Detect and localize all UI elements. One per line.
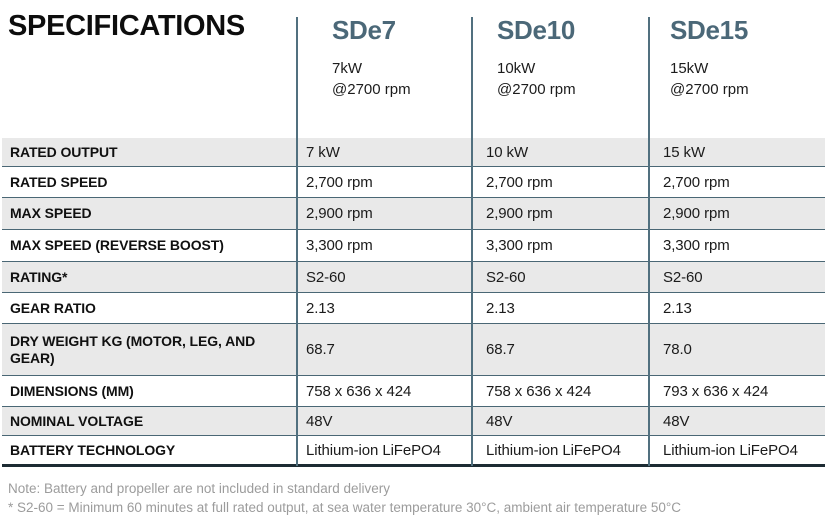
- table-row-rating: RATING* S2-60 S2-60 S2-60: [2, 261, 825, 292]
- row-label: DIMENSIONS (MM): [10, 382, 134, 399]
- row-value: Lithium-ion LiFePO4: [486, 441, 621, 459]
- row-value: 2,900 rpm: [663, 205, 730, 222]
- product-column-sde15: SDe15 15kW @2700 rpm: [648, 0, 831, 138]
- product-subtitle: 15kW @2700 rpm: [670, 58, 831, 100]
- row-label: DRY WEIGHT KG (MOTOR, LEG, AND GEAR): [10, 332, 256, 366]
- product-column-sde7: SDe7 7kW @2700 rpm: [296, 0, 471, 138]
- row-value: 2,700 rpm: [486, 173, 553, 191]
- table-row-dimensions: DIMENSIONS (MM) 758 x 636 x 424 758 x 63…: [2, 375, 825, 406]
- row-value: 2,900 rpm: [306, 205, 373, 222]
- product-name: SDe15: [670, 15, 748, 45]
- row-value: Lithium-ion LiFePO4: [306, 441, 441, 459]
- row-label: MAX SPEED: [10, 205, 92, 221]
- row-label: RATING*: [10, 268, 68, 285]
- row-value: 2.13: [306, 299, 335, 317]
- column-divider-3: [648, 17, 650, 466]
- table-header: SPECIFICATIONS SDe7 7kW @2700 rpm SDe10 …: [0, 0, 831, 138]
- row-value: 2.13: [486, 299, 515, 317]
- product-power: 10kW: [497, 60, 536, 77]
- row-value: 78.0: [663, 341, 692, 358]
- row-label: GEAR RATIO: [10, 299, 96, 316]
- row-label: BATTERY TECHNOLOGY: [10, 441, 176, 458]
- row-label: RATED SPEED: [10, 173, 108, 190]
- product-column-sde10: SDe10 10kW @2700 rpm: [471, 0, 648, 138]
- table-row-gear-ratio: GEAR RATIO 2.13 2.13 2.13: [2, 292, 825, 323]
- row-value: S2-60: [663, 268, 703, 286]
- row-value: Lithium-ion LiFePO4: [663, 441, 798, 459]
- footnotes: Note: Battery and propeller are not incl…: [8, 480, 831, 517]
- table-row-rated-speed: RATED SPEED 2,700 rpm 2,700 rpm 2,700 rp…: [2, 166, 825, 197]
- product-subtitle: 10kW @2700 rpm: [497, 58, 648, 100]
- row-value: 2,700 rpm: [306, 173, 373, 191]
- column-divider-1: [296, 17, 298, 466]
- row-value: 10 kW: [486, 143, 529, 161]
- row-value: 48V: [663, 412, 690, 430]
- row-value: S2-60: [306, 268, 346, 286]
- note-s2-60-definition: * S2-60 = Minimum 60 minutes at full rat…: [8, 499, 682, 515]
- product-name: SDe10: [497, 15, 575, 45]
- row-value: 48V: [306, 412, 333, 430]
- table-row-max-speed-reverse-boost: MAX SPEED (REVERSE BOOST) 3,300 rpm 3,30…: [2, 229, 825, 261]
- product-rpm: @2700 rpm: [670, 81, 749, 98]
- row-label: MAX SPEED (REVERSE BOOST): [10, 237, 224, 253]
- row-label: RATED OUTPUT: [10, 143, 118, 160]
- table-row-max-speed: MAX SPEED 2,900 rpm 2,900 rpm 2,900 rpm: [2, 197, 825, 229]
- row-value: 2,900 rpm: [486, 205, 553, 222]
- row-value: 3,300 rpm: [663, 237, 730, 254]
- row-value: 48V: [486, 412, 513, 430]
- row-value: 68.7: [306, 341, 335, 358]
- product-name: SDe7: [332, 15, 396, 45]
- product-rpm: @2700 rpm: [497, 81, 576, 98]
- table-row-nominal-voltage: NOMINAL VOLTAGE 48V 48V 48V: [2, 406, 825, 435]
- note-delivery: Note: Battery and propeller are not incl…: [8, 481, 390, 496]
- product-rpm: @2700 rpm: [332, 81, 411, 98]
- row-value: 2.13: [663, 299, 692, 317]
- table-row-rated-output: RATED OUTPUT 7 kW 10 kW 15 kW: [2, 138, 825, 166]
- row-value: 15 kW: [663, 143, 706, 161]
- row-value: S2-60: [486, 268, 526, 286]
- table-row-dry-weight: DRY WEIGHT KG (MOTOR, LEG, AND GEAR) 68.…: [2, 323, 825, 375]
- table-row-battery-technology: BATTERY TECHNOLOGY Lithium-ion LiFePO4 L…: [2, 435, 825, 464]
- row-value: 3,300 rpm: [306, 237, 373, 254]
- row-label: NOMINAL VOLTAGE: [10, 412, 144, 429]
- row-value: 2,700 rpm: [663, 173, 730, 191]
- row-value: 7 kW: [306, 143, 340, 161]
- product-power: 7kW: [332, 60, 362, 77]
- page-title: SPECIFICATIONS: [8, 10, 245, 42]
- row-value: 793 x 636 x 424: [663, 382, 769, 400]
- product-subtitle: 7kW @2700 rpm: [332, 58, 471, 100]
- row-value: 758 x 636 x 424: [306, 382, 412, 400]
- row-value: 68.7: [486, 341, 515, 358]
- row-value: 3,300 rpm: [486, 237, 553, 254]
- product-power: 15kW: [670, 60, 709, 77]
- spec-table: RATED OUTPUT 7 kW 10 kW 15 kW RATED SPEE…: [2, 138, 825, 467]
- row-value: 758 x 636 x 424: [486, 382, 592, 400]
- column-divider-2: [471, 17, 473, 466]
